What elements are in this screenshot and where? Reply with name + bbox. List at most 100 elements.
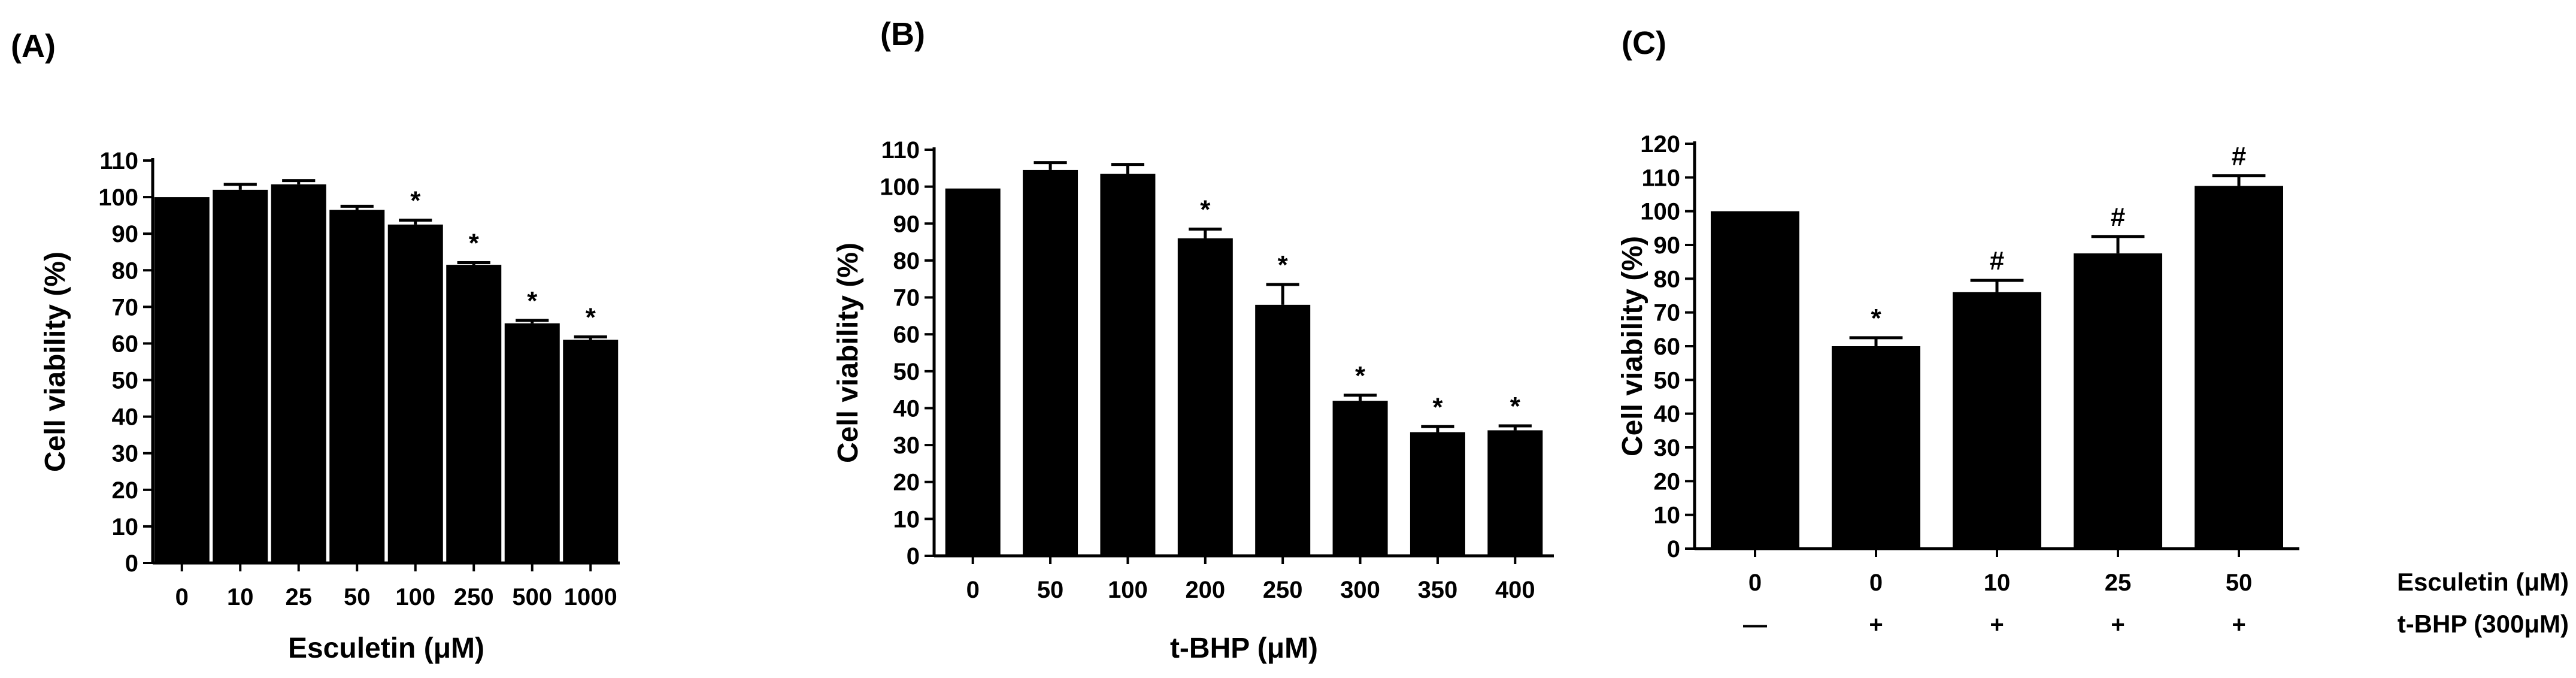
y-tick-label: 40	[893, 395, 920, 422]
x-second-row-label: +	[2111, 612, 2125, 638]
y-tick-label: 60	[893, 322, 920, 348]
x-tick-label: 50	[344, 584, 371, 610]
significance-mark: *	[1432, 392, 1443, 422]
bar	[329, 210, 385, 563]
x-tick-label: 50	[2226, 570, 2253, 596]
bar	[1832, 346, 1920, 549]
significance-mark: *	[1278, 250, 1289, 280]
x-tick-label: 350	[1418, 577, 1458, 603]
bar	[504, 323, 560, 563]
x-tick-label: 250	[1263, 577, 1303, 603]
y-tick-label: 60	[1654, 334, 1681, 360]
y-tick-label: 10	[1654, 503, 1681, 529]
bar	[563, 340, 619, 563]
bar	[1255, 304, 1311, 556]
x-tick-label: 100	[1108, 577, 1148, 603]
x-tick-label: 0	[1748, 570, 1762, 596]
bar	[1023, 170, 1078, 556]
significance-mark: #	[2232, 142, 2246, 171]
x-tick-label: 25	[2105, 570, 2132, 596]
x-second-row-label: +	[2232, 612, 2245, 638]
x-tick-label: 100	[395, 584, 435, 610]
y-tick-label: 20	[893, 470, 920, 496]
y-tick-label: 70	[1654, 300, 1681, 326]
y-tick-label: 80	[893, 248, 920, 274]
x-tick-label: 0	[966, 577, 980, 603]
significance-mark: *	[410, 186, 421, 216]
bar	[387, 224, 443, 564]
bar	[2074, 253, 2162, 549]
y-tick-label: 110	[881, 137, 920, 164]
row-label-tbhp: t-BHP (300μM)	[2398, 610, 2569, 638]
x-tick-label: 50	[1037, 577, 1064, 603]
bar	[446, 265, 502, 563]
y-tick-label: 70	[112, 294, 139, 320]
significance-mark: *	[1355, 361, 1366, 391]
x-tick-label: 0	[1869, 570, 1883, 596]
significance-mark: #	[2111, 202, 2125, 232]
significance-mark: *	[1871, 304, 1881, 333]
x-axis-title: Esculetin (μM)	[288, 632, 484, 664]
x-tick-label: 10	[227, 584, 254, 610]
x-tick-label: 300	[1340, 577, 1380, 603]
y-tick-label: 90	[893, 211, 920, 237]
y-tick-label: 60	[112, 331, 139, 357]
y-tick-label: 90	[1654, 232, 1681, 259]
bar	[271, 184, 326, 563]
y-tick-label: 20	[1654, 468, 1681, 495]
bar	[213, 189, 268, 563]
significance-mark: *	[1200, 195, 1211, 225]
y-tick-label: 20	[112, 477, 139, 504]
y-tick-label: 110	[1641, 165, 1680, 191]
x-tick-label: 250	[454, 584, 494, 610]
y-tick-label: 120	[1640, 131, 1680, 158]
y-axis-title: Cell viability (%)	[1617, 236, 1648, 456]
x-tick-label: 0	[175, 584, 189, 610]
x-tick-label: 10	[1984, 570, 2011, 596]
y-tick-label: 10	[893, 506, 920, 532]
x-tick-label: 25	[286, 584, 313, 610]
x-tick-label: 1000	[564, 584, 617, 610]
significance-mark: #	[1990, 246, 2004, 276]
row-label-esculetin: Esculetin (μM)	[2397, 568, 2569, 596]
y-tick-label: 30	[893, 432, 920, 459]
y-tick-label: 40	[1654, 401, 1681, 428]
y-tick-label: 50	[112, 368, 139, 394]
y-tick-label: 50	[893, 359, 920, 385]
y-tick-label: 110	[99, 148, 138, 174]
x-axis-title: t-BHP (μM)	[1170, 632, 1318, 664]
x-tick-label: 200	[1185, 577, 1225, 603]
bar	[1953, 292, 2041, 549]
bar	[1711, 211, 1799, 549]
y-tick-label: 100	[1640, 199, 1680, 225]
bar	[2195, 186, 2283, 549]
x-tick-label: 500	[512, 584, 552, 610]
y-tick-label: 40	[112, 404, 139, 431]
bar	[1410, 432, 1465, 556]
y-tick-label: 100	[98, 184, 138, 211]
bar	[1177, 238, 1233, 556]
y-tick-label: 30	[112, 441, 139, 467]
x-second-row-label: —	[1743, 612, 1767, 638]
y-tick-label: 30	[1654, 435, 1681, 461]
y-tick-label: 50	[1654, 367, 1681, 394]
significance-mark: *	[586, 302, 596, 332]
significance-mark: *	[469, 228, 480, 258]
chart-panel-b: (B) 0 10 20 30 40 50 60 70 80 90 100 110 Cell viabili…	[832, 16, 1554, 664]
panel-label: (A)	[11, 28, 56, 64]
bar	[1487, 430, 1543, 556]
x-second-row-label: +	[1869, 612, 1883, 638]
y-tick-label: 0	[1667, 536, 1680, 562]
y-tick-label: 80	[112, 258, 139, 284]
y-tick-label: 70	[893, 285, 920, 311]
y-tick-label: 10	[112, 514, 139, 540]
panel-label: (C)	[1622, 25, 1666, 61]
y-axis-title: Cell viability (%)	[40, 252, 71, 472]
bar	[945, 188, 1001, 556]
panel-label: (B)	[880, 16, 925, 52]
bar	[1100, 174, 1156, 556]
bar	[154, 197, 210, 563]
